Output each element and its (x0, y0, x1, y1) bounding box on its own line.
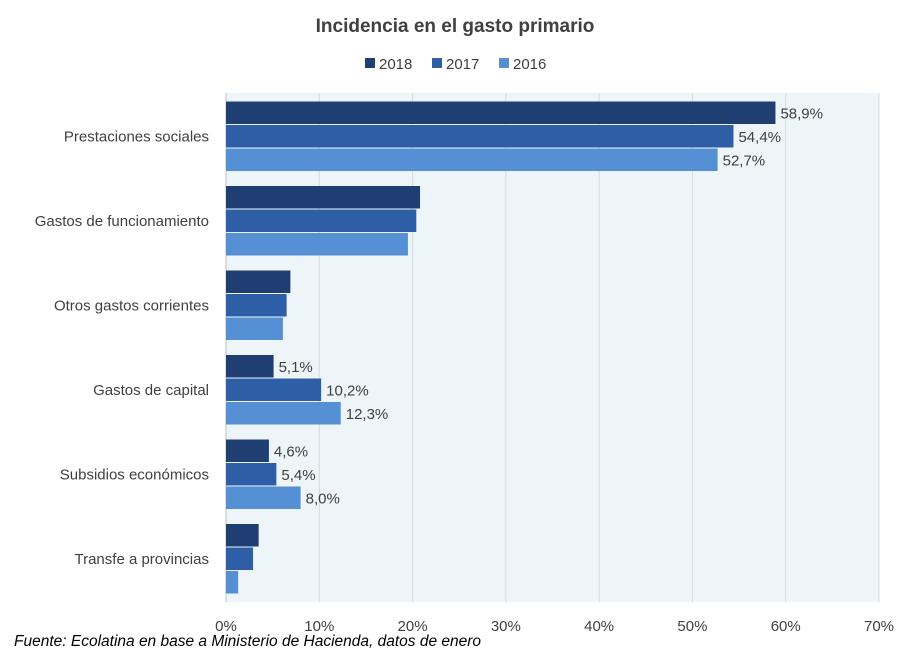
data-labels: 58,9% 54,4% 52,7% 5,1% 10,2% 12,3% 4,6% 5,4% 8,0… (274, 105, 823, 507)
x-tick-label: 40% (584, 618, 614, 635)
source-note: Fuente: Ecolatina en base a Ministerio d… (14, 633, 482, 650)
category-labels: Prestaciones sociales Gastos de funcionam… (35, 128, 209, 568)
bar-2017 (226, 125, 734, 148)
data-label: 12,3% (346, 406, 389, 423)
category-label: Gastos de capital (93, 382, 209, 399)
data-label: 54,4% (738, 129, 781, 146)
legend-swatch-2016 (499, 58, 509, 68)
gridlines (225, 93, 880, 602)
bar-2017 (226, 463, 277, 486)
bar-2018 (226, 524, 259, 547)
bars (226, 101, 776, 594)
bar-2016 (226, 148, 718, 171)
x-tick-label: 30% (491, 618, 521, 635)
legend-label: 2017 (446, 56, 479, 73)
bar-2017 (226, 294, 287, 317)
legend-label: 2018 (379, 56, 412, 73)
bar-2017 (226, 547, 254, 570)
bar-2018 (226, 186, 421, 209)
legend-label: 2016 (513, 56, 546, 73)
x-tick-label: 10% (304, 618, 334, 635)
legend: 2018 2017 2016 (365, 56, 546, 73)
bar-2017 (226, 378, 322, 401)
data-label: 10,2% (326, 382, 369, 399)
bar-2016 (226, 317, 283, 340)
category-label: Subsidios económicos (60, 466, 209, 483)
bar-2016 (226, 402, 341, 425)
bar-2018 (226, 439, 269, 462)
bar-2017 (226, 209, 417, 232)
data-label: 8,0% (306, 490, 340, 507)
data-label: 52,7% (723, 152, 766, 169)
legend-swatch-2017 (432, 58, 442, 68)
bar-2016 (226, 233, 408, 256)
category-label: Transfe a provincias (74, 551, 209, 568)
x-tick-label: 20% (398, 618, 428, 635)
x-tick-label: 70% (864, 618, 894, 635)
bar-2016 (226, 486, 301, 509)
chart-title: Incidencia en el gasto primario (316, 16, 595, 37)
category-label: Prestaciones sociales (64, 128, 209, 145)
data-label: 58,9% (780, 105, 823, 122)
x-tick-label: 0% (215, 618, 237, 635)
x-tick-label: 50% (677, 618, 707, 635)
category-label: Otros gastos corrientes (54, 297, 209, 314)
data-label: 5,4% (281, 467, 315, 484)
bar-2016 (226, 571, 239, 594)
data-label: 5,1% (279, 359, 313, 376)
bar-2018 (226, 101, 776, 124)
bar-2018 (226, 270, 291, 293)
plot-area (226, 93, 879, 602)
x-tick-label: 60% (771, 618, 801, 635)
x-axis-ticks: 0% 10% 20% 30% 40% 50% 60% 70% (215, 618, 894, 635)
category-label: Gastos de funcionamiento (35, 213, 209, 230)
data-label: 4,6% (274, 443, 308, 460)
legend-swatch-2018 (365, 58, 375, 68)
bar-2018 (226, 355, 274, 378)
